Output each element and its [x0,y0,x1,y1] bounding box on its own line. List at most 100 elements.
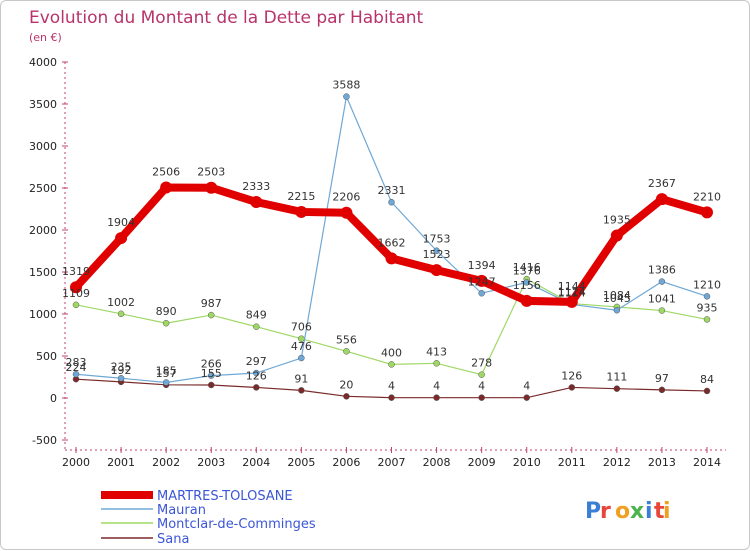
x-tick-label: 2007 [378,456,406,469]
x-tick-label: 2006 [332,456,360,469]
data-label: 1386 [648,264,676,277]
x-tick-label: 2003 [197,456,225,469]
chart-title: Evolution du Montant de la Dette par Hab… [29,8,424,28]
data-point [343,348,350,355]
data-point [295,205,308,218]
data-label: 97 [655,372,669,385]
data-point [117,375,125,382]
data-label: 1002 [107,296,135,309]
data-point [703,387,711,395]
data-point [253,323,260,330]
data-point [613,385,621,392]
data-label: 4 [523,380,530,393]
data-label: 283 [66,356,87,369]
x-tick-label: 2002 [152,456,180,469]
data-label: 1662 [378,236,406,249]
data-point [205,181,218,194]
data-label: 297 [246,355,267,368]
logo-letter: r [600,499,611,524]
y-tick-label: 1000 [29,308,57,321]
data-point [343,393,350,400]
data-point [523,279,530,286]
logo-letter: P [585,499,601,524]
y-tick-label: 0 [50,392,57,405]
data-point [115,232,128,245]
data-label: 4 [478,380,485,393]
data-label: 126 [561,369,582,382]
data-label: 1904 [107,216,135,229]
legend-label: MARTRES-TOLOSANE [157,489,293,504]
data-label: 1144 [558,280,586,293]
data-point [162,379,170,386]
data-point [72,301,80,309]
data-label: 1376 [513,264,541,277]
data-label: 1935 [603,213,631,226]
data-label: 3588 [332,79,360,92]
data-label: 266 [201,358,222,371]
legend-label: Sana [157,532,189,547]
data-point [658,386,666,394]
data-label: 4 [388,380,395,393]
data-point [703,316,711,323]
logo-letter: x [630,499,644,524]
data-point [430,264,443,277]
data-label: 278 [471,357,492,370]
x-tick-label: 2010 [513,456,541,469]
legend-label: Mauran [157,503,206,518]
data-label: 224 [66,361,87,374]
data-label: 1114 [558,286,586,299]
data-label: 1084 [603,289,631,302]
data-point [478,290,485,297]
data-label: 111 [606,371,627,384]
data-point [207,381,215,389]
data-label: 400 [381,346,402,359]
data-point [298,354,305,362]
data-point [298,387,305,394]
data-point [160,181,173,194]
data-point [613,306,621,314]
data-label: 2215 [287,190,315,203]
data-label: 1045 [603,292,631,305]
x-tick-label: 2012 [603,456,631,469]
logo-letter: i [663,499,671,524]
data-label: 1523 [423,248,451,261]
data-point [385,252,398,265]
y-tick-label: 3000 [29,140,57,153]
y-tick-label: 3500 [29,98,57,111]
y-tick-label: 1500 [29,266,57,279]
x-tick-label: 2005 [287,456,315,469]
data-label: 1109 [62,287,90,300]
data-point [658,278,666,285]
data-point [475,274,488,287]
data-point [117,310,125,318]
data-label: 157 [156,367,177,380]
x-tick-label: 2004 [242,456,270,469]
data-label: 2206 [332,191,360,204]
data-label: 91 [294,372,308,385]
x-tick-label: 2009 [468,456,496,469]
data-point [250,196,263,209]
y-tick-label: 2500 [29,182,57,195]
data-label: 1394 [468,259,496,272]
proxiti-logo: Pr o x i ti [585,499,671,524]
x-tick-label: 2000 [62,456,90,469]
data-label: 20 [339,378,353,391]
data-label: 192 [111,364,132,377]
legend-label: Montclar-de-Comminges [157,517,316,532]
data-label: 1753 [423,233,451,246]
data-point [433,360,440,367]
data-point [568,384,576,391]
chart-subtitle: (en €) [29,31,62,44]
data-label: 890 [156,305,177,318]
data-label: 935 [697,301,718,314]
data-point [478,394,485,401]
data-label: 1041 [648,293,676,306]
data-label: 476 [291,340,312,353]
data-label: 2367 [648,177,676,190]
data-label: 185 [156,364,177,377]
data-point [343,93,350,100]
data-label: 849 [246,309,267,322]
data-point [253,369,260,377]
